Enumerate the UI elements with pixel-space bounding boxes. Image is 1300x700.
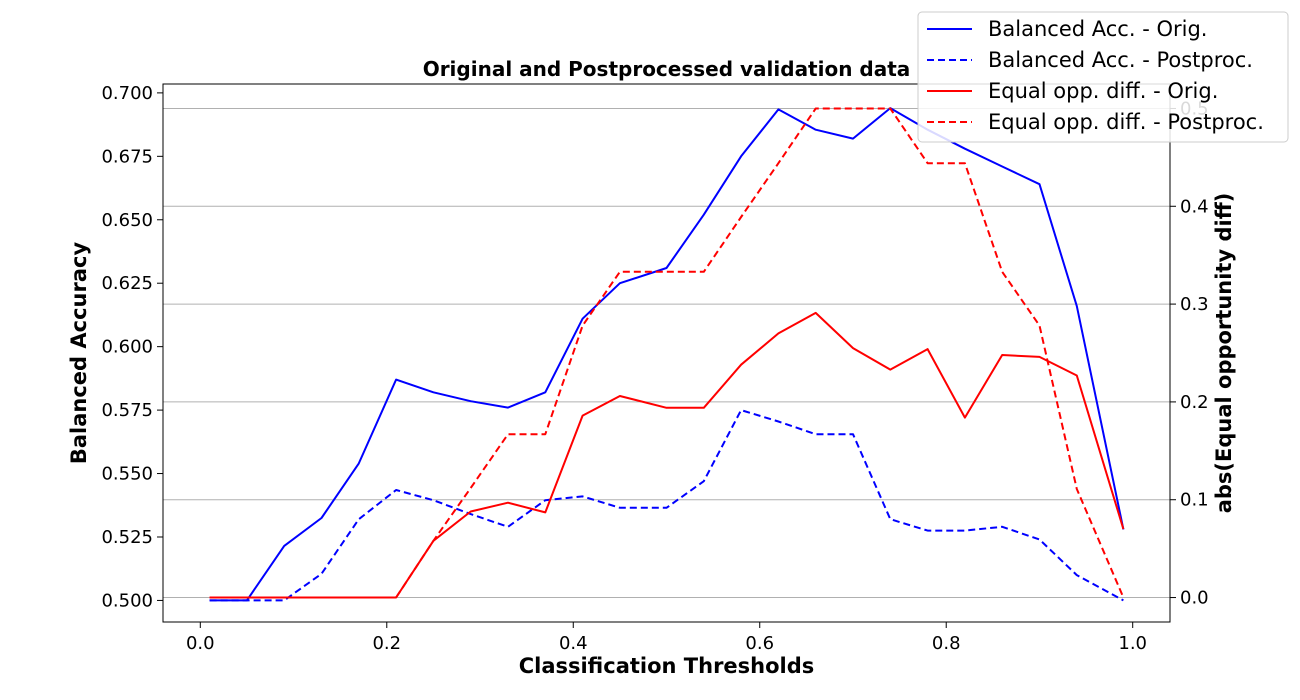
grid-lines [163,107,1170,599]
right-y-axis-label: abs(Equal opportunity diff) [1212,193,1236,514]
series-line [209,409,1124,602]
legend-label: Equal opp. diff. - Orig. [988,79,1218,103]
right-y-tick-label: 0.4 [1180,196,1209,217]
x-tick-label: 0.0 [186,633,215,654]
x-tick-label: 0.6 [745,633,774,654]
chart-legend: Balanced Acc. - Orig. Balanced Acc. - Pos… [917,11,1289,143]
right-y-tick-label: 0.2 [1180,392,1209,413]
left-y-axis-label: Balanced Accuracy [67,242,91,465]
series-line [209,107,1125,602]
series-line [209,311,1125,599]
left-y-tick-label: 0.575 [101,400,153,421]
legend-label: Balanced Acc. - Orig. [988,17,1207,41]
right-y-tick-label: 0.0 [1180,588,1209,609]
x-tick-label: 1.0 [1118,633,1147,654]
x-tick-label: 0.2 [372,633,401,654]
x-axis-label: Classification Thresholds [519,654,815,678]
x-tick-label: 0.8 [932,633,961,654]
series-line [209,107,1125,599]
legend-label: Balanced Acc. - Postproc. [988,48,1253,72]
plot-area-frame [162,83,1171,623]
left-y-tick-label: 0.650 [101,210,153,231]
right-y-tick-label: 0.3 [1180,294,1209,315]
x-tick-label: 0.4 [559,633,588,654]
right-y-tick-label: 0.1 [1180,490,1209,511]
left-y-tick-label: 0.525 [101,527,153,548]
legend-box [917,11,1289,143]
x-axis-ticks: 0.0 0.2 0.4 0.6 0.8 1.0 [186,622,1147,654]
left-y-tick-label: 0.600 [101,337,153,358]
series-lines [209,107,1125,602]
left-y-tick-label: 0.625 [101,273,153,294]
left-y-tick-label: 0.500 [101,590,153,611]
right-y-axis-ticks: 0.00.10.20.30.40.5 [1170,98,1209,609]
left-y-tick-label: 0.550 [101,464,153,485]
legend-label: Equal opp. diff. - Postproc. [988,110,1264,134]
left-y-tick-label: 0.700 [101,83,153,104]
chart-title: Original and Postprocessed validation da… [423,57,911,81]
left-y-tick-label: 0.675 [101,146,153,167]
left-y-axis-ticks: 0.500 0.525 0.550 0.575 0.600 0.625 0.650 0.675… [101,83,163,611]
